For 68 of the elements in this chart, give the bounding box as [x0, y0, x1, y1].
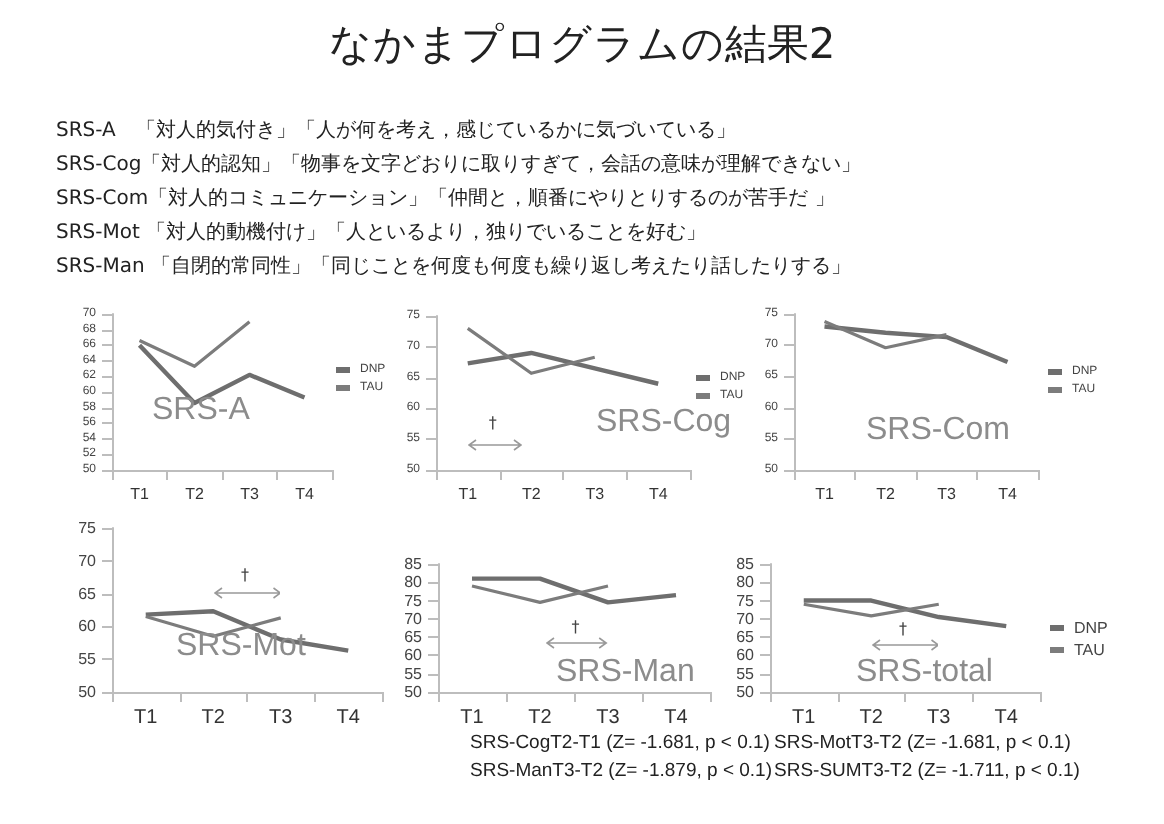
- y-tick-label: 75: [736, 591, 756, 610]
- annotation: †: [488, 414, 497, 433]
- text: SRS-SUMT3-T2 (Z= -1.711, p < 0.1): [774, 760, 1080, 782]
- x-tick-label: T1: [458, 485, 479, 503]
- x-tick-label: T1: [815, 485, 835, 503]
- text: SRS-Man 「自閉的常同性」「同じことを何度も何度も繰り返し考えたり話したりする」: [56, 253, 852, 280]
- annotation: †: [571, 617, 580, 636]
- y-tick-label: 55: [736, 664, 756, 683]
- y-tick-label: 65: [404, 628, 424, 647]
- x-tick-label: T3: [596, 707, 621, 729]
- text: SRS-total: [856, 655, 993, 689]
- y-tick-label: 70: [404, 609, 424, 628]
- text: SRS-Mot 「対人的動機付け」「人といるより，独りでいることを好む」: [56, 219, 707, 246]
- annotation: †: [899, 619, 907, 638]
- x-tick-label: T3: [240, 485, 260, 503]
- y-tick-label: 60: [78, 617, 98, 636]
- y-tick-label: 55: [78, 650, 98, 669]
- text: SRS-ManT3-T2 (Z= -1.879, p < 0.1): [470, 760, 773, 782]
- text: SRS-Com「対人的コミュニケーション」「仲間と，順番にやりとりするのが苦手だ 」: [56, 185, 835, 212]
- legend-label: DNP: [1074, 619, 1108, 637]
- y-tick-label: 85: [404, 555, 424, 573]
- legend-label: TAU: [1074, 641, 1106, 659]
- annotation: †: [241, 565, 249, 584]
- x-tick-label: T4: [998, 485, 1018, 503]
- y-tick-label: 75: [78, 519, 98, 537]
- x-tick-label: T2: [521, 485, 542, 503]
- y-tick-label: 50: [404, 683, 424, 701]
- y-tick-label: 85: [736, 555, 756, 573]
- x-tick-label: T4: [648, 485, 669, 503]
- text: SRS-Man: [556, 655, 695, 689]
- x-tick-label: T4: [295, 485, 315, 503]
- x-tick-label: T4: [336, 707, 361, 729]
- text: SRS-Com: [866, 413, 1011, 447]
- x-tick-label: T1: [130, 485, 150, 503]
- y-tick-label: 75: [404, 591, 424, 610]
- y-tick-label: 50: [736, 683, 756, 701]
- y-tick-label: 50: [78, 683, 98, 701]
- text: SRS-Mot: [176, 629, 307, 663]
- y-tick-label: 80: [404, 573, 424, 592]
- x-tick-label: T2: [876, 485, 896, 503]
- y-tick-label: 60: [736, 646, 756, 665]
- y-tick-label: 80: [736, 573, 756, 592]
- x-tick-label: T2: [185, 485, 205, 503]
- x-tick-label: T1: [134, 707, 159, 729]
- x-tick-label: T3: [927, 707, 952, 729]
- y-tick-label: 65: [78, 584, 98, 603]
- x-tick-label: T3: [585, 485, 606, 503]
- x-tick-label: T2: [201, 707, 226, 729]
- y-tick-label: 65: [736, 628, 756, 647]
- text: なかまプログラムの結果2: [326, 18, 838, 72]
- text: SRS-Cog「対人的認知」「物事を文字どおりに取りすぎて，会話の意味が理解できない」: [56, 151, 862, 178]
- x-tick-label: T4: [664, 707, 689, 729]
- x-tick-label: T4: [994, 707, 1019, 729]
- text: SRS-MotT3-T2 (Z= -1.681, p < 0.1): [774, 732, 1071, 754]
- x-tick-label: T1: [460, 707, 485, 729]
- x-tick-label: T2: [528, 707, 553, 729]
- text: SRS-A 「対人的気付き」「人が何を考え，感じているかに気づいている」: [56, 117, 736, 144]
- y-tick-label: 70: [78, 551, 98, 570]
- x-tick-label: T3: [937, 485, 957, 503]
- y-tick-label: 60: [404, 646, 424, 665]
- x-tick-label: T1: [792, 707, 817, 729]
- x-tick-label: T2: [859, 707, 884, 729]
- y-tick-label: 55: [404, 664, 424, 683]
- text: SRS-CogT2-T1 (Z= -1.681, p < 0.1): [470, 732, 770, 754]
- x-tick-label: T3: [269, 707, 294, 729]
- text: SRS-Cog: [596, 405, 732, 439]
- y-tick-label: 70: [736, 609, 756, 628]
- text: SRS-A: [152, 393, 251, 427]
